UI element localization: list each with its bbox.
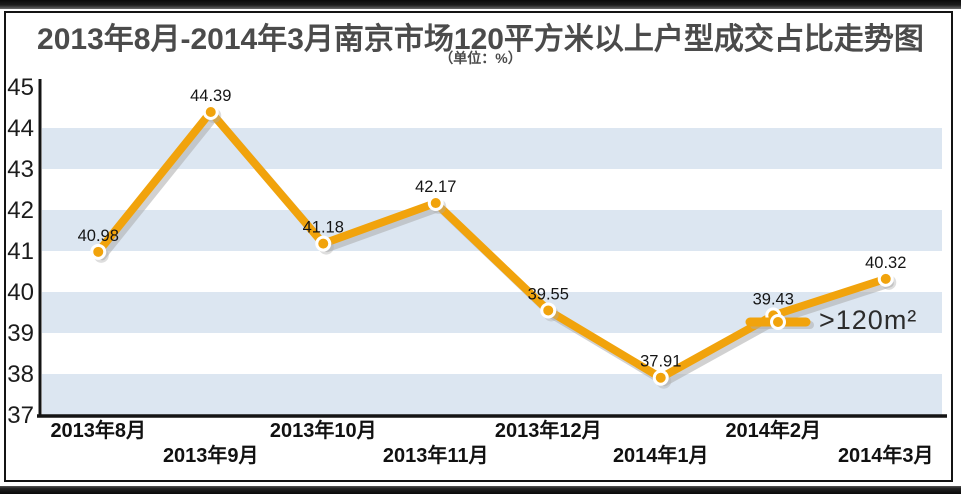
- chart-legend: >120m²: [744, 305, 917, 336]
- x-tick-label: 2014年2月: [725, 418, 821, 442]
- data-point-label: 44.39: [190, 87, 231, 105]
- y-tick-label: 44: [7, 115, 34, 142]
- x-tick-label: 2013年11月: [383, 443, 489, 467]
- y-tick-label: 37: [7, 402, 34, 429]
- y-tick-label: 45: [7, 74, 34, 101]
- plot-band: [42, 210, 942, 251]
- x-tick-label: 2013年8月: [50, 418, 146, 442]
- x-tick-label: 2014年3月: [838, 443, 934, 467]
- x-tick-label: 2013年9月: [163, 443, 259, 467]
- page-bottom-edge: [0, 486, 961, 494]
- x-tick-label: 2013年10月: [270, 418, 377, 442]
- data-point-label: 39.55: [528, 285, 569, 303]
- y-tick-label: 38: [7, 361, 34, 388]
- data-point-label: 40.32: [865, 254, 906, 272]
- chart-subtitle: （单位：%）: [439, 50, 522, 66]
- y-tick-label: 40: [7, 279, 34, 306]
- data-point-label: 40.98: [78, 227, 119, 245]
- y-tick-label: 41: [7, 238, 34, 265]
- data-point-marker: [315, 235, 332, 252]
- plot-band: [42, 374, 942, 415]
- x-tick-label: 2014年1月: [613, 443, 709, 467]
- data-point-label: 39.43: [753, 290, 794, 308]
- legend-label: >120m²: [819, 305, 918, 335]
- data-point-marker: [877, 270, 894, 287]
- data-point-label: 42.17: [415, 178, 456, 196]
- data-point-marker: [652, 369, 669, 386]
- page-top-edge: [0, 0, 961, 9]
- data-point-marker: [427, 195, 444, 212]
- y-tick-label: 42: [7, 197, 34, 224]
- data-point-marker: [202, 104, 219, 121]
- chart-title: 2013年8月-2014年3月南京市场120平方米以上户型成交占比走势图: [37, 23, 924, 56]
- y-tick-label: 43: [7, 156, 34, 183]
- data-point-label: 41.18: [303, 219, 344, 237]
- data-point-marker: [540, 302, 557, 319]
- data-point-marker: [90, 243, 107, 260]
- legend-key: [745, 313, 814, 330]
- data-point-label: 37.91: [640, 353, 681, 371]
- y-tick-label: 39: [7, 320, 34, 347]
- legend-marker: [770, 313, 786, 330]
- x-tick-label: 2013年12月: [495, 418, 602, 442]
